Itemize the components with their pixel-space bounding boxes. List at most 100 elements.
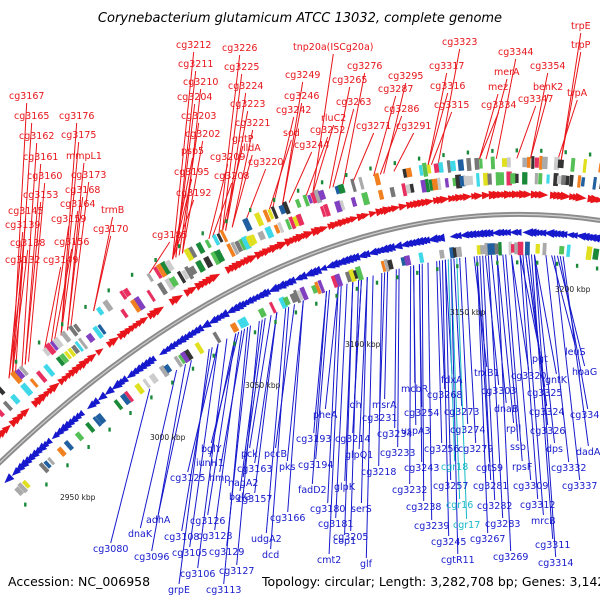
gene-label[interactable]: cgtS9 (476, 463, 503, 474)
gene-label[interactable]: cg3139 (5, 220, 40, 231)
gene-label[interactable]: cg3157 (237, 494, 272, 505)
gene-label[interactable]: cg3132 (5, 255, 40, 266)
gene-label[interactable]: cg3309 (513, 481, 548, 492)
gene-label[interactable]: cg3096 (134, 552, 169, 563)
gene-label[interactable]: cg3317 (429, 61, 464, 72)
gene-label[interactable]: rluC2 (321, 113, 346, 124)
gene-label-rna[interactable]: cgr18 (441, 462, 468, 473)
gene-label[interactable]: cg3269 (493, 552, 528, 563)
gene-label[interactable]: cg3246 (284, 91, 319, 102)
gene-label[interactable]: cg3232 (392, 485, 427, 496)
gene-label[interactable]: cg3127 (219, 566, 254, 577)
gene-label[interactable]: cg3173 (71, 170, 106, 181)
gene-label[interactable]: iunH1 (196, 458, 224, 469)
gene-label[interactable]: cg3160 (27, 171, 62, 182)
gene-label[interactable]: cg3175 (61, 130, 96, 141)
gene-label[interactable]: cg3202 (185, 129, 220, 140)
gene-label[interactable]: cg3311 (535, 540, 570, 551)
gene-label[interactable]: cg3221 (235, 118, 270, 129)
gene-label[interactable]: cg3138 (10, 238, 45, 249)
gene-label[interactable]: cg3316 (430, 81, 465, 92)
gene-label[interactable]: cg3291 (396, 121, 431, 132)
gene-label[interactable]: pck (241, 449, 258, 460)
gene-label[interactable]: benK2 (533, 82, 563, 93)
gene-label[interactable]: cg3231 (362, 413, 397, 424)
gene-label[interactable]: hmp (209, 473, 230, 484)
gene-label[interactable]: merA (494, 67, 520, 78)
gene-label[interactable]: cg3344 (498, 47, 533, 58)
gene-label[interactable]: cg3276 (347, 61, 382, 72)
gene-label[interactable]: trpP (571, 40, 591, 51)
gene-label[interactable]: cg3224 (228, 81, 263, 92)
gene-label[interactable]: cg3163 (237, 464, 272, 475)
gene-label[interactable]: cg3271 (356, 121, 391, 132)
gene-label[interactable]: cg3211 (178, 59, 213, 70)
gene-label[interactable]: cg3218 (361, 467, 396, 478)
gene-label[interactable]: pccB (264, 449, 287, 460)
gene-label[interactable]: gntK (545, 375, 568, 386)
gene-label[interactable]: cg3332 (551, 463, 586, 474)
gene-label[interactable]: cg3156 (54, 237, 89, 248)
gene-label[interactable]: cg3168 (65, 185, 100, 196)
gene-label[interactable]: cg3149 (43, 255, 78, 266)
gene-label[interactable]: bglY (201, 444, 222, 455)
gene-label[interactable]: rpll (506, 424, 521, 435)
gene-label[interactable]: cg3279 (458, 444, 493, 455)
gene-label[interactable]: cg3303 (481, 386, 516, 397)
gene-label[interactable]: cg3252 (310, 125, 345, 136)
gene-label[interactable]: tnp20a(ISCg20a) (293, 42, 374, 53)
gene-label[interactable]: cg3238 (406, 502, 441, 513)
gene-label[interactable]: gntP (232, 134, 254, 145)
gene-label[interactable]: cg3226 (222, 43, 257, 54)
gene-label[interactable]: cg3343 (570, 410, 600, 421)
gene-label[interactable]: cg3287 (378, 84, 413, 95)
gene-label[interactable]: bglG (229, 492, 251, 503)
gene-label[interactable]: ldh (347, 400, 362, 411)
gene-label[interactable]: cg3167 (9, 91, 44, 102)
gene-label[interactable]: cg3265 (332, 75, 367, 86)
gene-label[interactable]: cg3113 (206, 585, 241, 596)
gene-label[interactable]: cg3193 (296, 434, 331, 445)
gene-label[interactable]: cg3249 (285, 70, 320, 81)
gene-label[interactable]: cg3283 (485, 519, 520, 530)
gene-label[interactable]: glpK (334, 482, 356, 493)
gene-label[interactable]: cg3205 (333, 532, 368, 543)
gene-label[interactable]: mez (488, 82, 508, 93)
gene-label[interactable]: cg3165 (14, 111, 49, 122)
gene-label[interactable]: dps (546, 444, 563, 455)
gene-label-rna[interactable]: cgr17 (453, 520, 480, 531)
gene-label[interactable]: mcbR (401, 384, 429, 395)
gene-label[interactable]: msrA (372, 400, 397, 411)
gene-label[interactable]: dnaK (128, 529, 153, 540)
gene-label[interactable]: cg3326 (530, 426, 565, 437)
gene-label[interactable]: psp5 (181, 146, 204, 157)
gene-label[interactable]: cg3239 (414, 521, 449, 532)
gene-label[interactable]: cg3244 (294, 140, 329, 151)
gene-label[interactable]: cg3268 (427, 390, 462, 401)
gene-label[interactable]: cop1 (333, 536, 356, 547)
gene-label[interactable]: trpE (571, 21, 591, 32)
gene-label[interactable]: cg3161 (23, 152, 58, 163)
gene-label[interactable]: glf (360, 559, 373, 570)
gene-label[interactable]: cg3314 (538, 558, 573, 569)
gene-label[interactable]: cg3194 (298, 460, 333, 471)
gene-label[interactable]: cg3209 (210, 152, 245, 163)
gene-label[interactable]: dadA (576, 447, 600, 458)
gene-label[interactable]: cg3210 (183, 77, 218, 88)
gene-label[interactable]: cg3263 (336, 97, 371, 108)
gene-label[interactable]: uspA3 (401, 426, 431, 437)
gene-label[interactable]: cg3243 (404, 463, 439, 474)
gene-label[interactable]: cg3164 (60, 199, 95, 210)
gene-label[interactable]: cg3212 (176, 40, 211, 51)
gene-label[interactable]: udgA2 (251, 534, 282, 545)
gene-label[interactable]: pheA (313, 410, 338, 421)
gene-label[interactable]: cg3337 (562, 481, 597, 492)
gene-label[interactable]: mrcB (531, 516, 556, 527)
gene-label[interactable]: lldA (243, 143, 261, 154)
gene-label[interactable]: cg3234 (377, 429, 412, 440)
gene-label[interactable]: hpaG (572, 367, 597, 378)
gene-label[interactable]: cg3153 (23, 190, 58, 201)
gene-label[interactable]: cg3176 (59, 111, 94, 122)
gene-label[interactable]: dnaB (494, 404, 518, 415)
gene-label[interactable]: mmpL1 (66, 151, 102, 162)
